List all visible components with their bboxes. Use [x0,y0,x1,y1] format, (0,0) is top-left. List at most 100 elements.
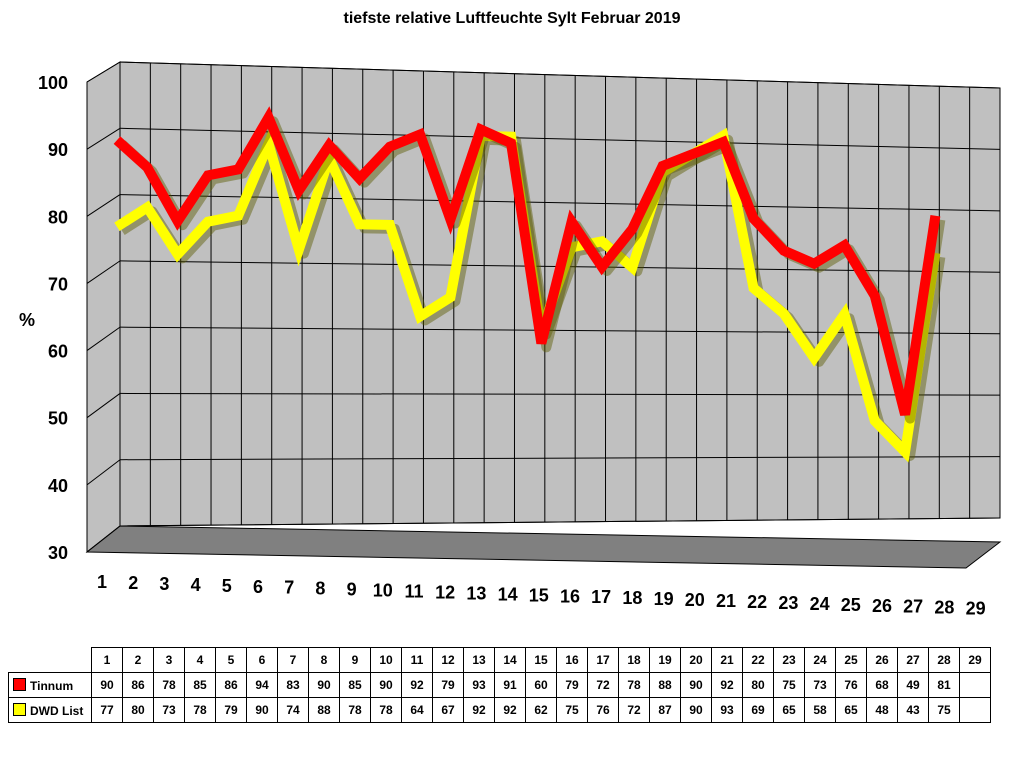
table-cell: 92 [711,672,743,698]
table-cell: 76 [835,672,867,698]
table-cell: 90 [680,672,712,698]
x-tick-label: 19 [654,589,674,609]
x-tick-label: 10 [373,581,393,601]
x-tick-label: 26 [872,596,892,616]
table-header-cell: 23 [773,647,805,673]
table-cell: 77 [91,697,123,723]
table-cell: 73 [804,672,836,698]
x-tick-label: 9 [347,580,357,600]
floor [85,525,1002,569]
gridline-side [86,61,121,83]
gridline-side [86,127,121,150]
table-cell: 90 [680,697,712,723]
table-cell: 90 [246,697,278,723]
gridline-horizontal [119,517,1001,527]
y-tick-labels: 30 40 50 60 70 80 90 100 [38,73,68,563]
table-row: Tinnum 90 86 78 85 86 94 83 90 85 90 92 79 93 91 60 79 72… [8,672,991,698]
x-tick-label: 23 [778,593,798,613]
table-header-cell: 10 [370,647,402,673]
x-tick-labels: 1 2 3 4 5 6 7 8 9 10 11 12 13 14 15 16 17 18 19 20 21 22 23 24 2… [97,572,986,619]
legend-label: Tinnum [30,678,74,693]
x-tick-label: 15 [529,585,549,605]
x-tick-label: 2 [128,573,138,593]
table-cell: 92 [463,697,495,723]
y-tick-label: 80 [48,207,68,227]
y-tick-label: 60 [48,342,68,362]
x-tick-label: 29 [966,599,986,619]
table-header-cell: 19 [649,647,681,673]
table-header-cell: 16 [556,647,588,673]
gridline-side [86,326,121,351]
gridline-side [86,459,121,486]
table-cell: 90 [91,672,123,698]
table-cell: 81 [928,672,960,698]
table-cell: 93 [463,672,495,698]
table-cell: 79 [556,672,588,698]
legend-swatch [13,702,26,716]
y-tick-label: 90 [48,140,68,160]
series-line-tinnum [113,106,941,416]
table-cell: 79 [215,697,247,723]
x-tick-label: 11 [404,582,423,602]
table-cell: 69 [742,697,774,723]
table-cell: 62 [525,697,557,723]
table-corner [8,647,92,673]
table-header-cell: 28 [928,647,960,673]
table-header-cell: 1 [91,647,123,673]
table-cell: 65 [835,697,867,723]
table-header-cell: 25 [835,647,867,673]
x-tick-label: 1 [97,572,107,592]
x-tick-label: 12 [435,582,455,602]
table-header-cell: 27 [897,647,929,673]
table-header-cell: 3 [153,647,185,673]
table-cell: 48 [866,697,898,723]
table-header-cell: 22 [742,647,774,673]
y-tick-label: 40 [48,476,68,496]
table-cell: 72 [618,697,650,723]
table-cell: 91 [494,672,526,698]
table-header-cell: 21 [711,647,743,673]
table-cell: 80 [742,672,774,698]
table-header-cell: 9 [339,647,371,673]
legend-entry: Tinnum [8,672,92,698]
series-lines [113,106,946,463]
table-header-cell: 20 [680,647,712,673]
gridline-horizontal [119,194,1001,212]
table-cell: 87 [649,697,681,723]
x-tick-label: 28 [934,598,954,618]
table-cell: 74 [277,697,309,723]
table-cell: 75 [928,697,960,723]
x-tick-label: 20 [685,590,705,610]
x-tick-label: 27 [903,597,923,617]
table-header-cell: 8 [308,647,340,673]
table-cell: 80 [122,697,154,723]
y-axis-label: % [19,310,35,330]
x-tick-label: 4 [191,575,201,595]
table-cell: 73 [153,697,185,723]
x-tick-label: 6 [253,577,263,597]
table-cell: 93 [711,697,743,723]
table-cell: 90 [370,672,402,698]
table-cell: 58 [804,697,836,723]
table-cell: 83 [277,672,309,698]
table-cell: 75 [773,672,805,698]
table-cell: 78 [184,697,216,723]
y-tick-label: 30 [48,543,68,563]
table-cell: 78 [618,672,650,698]
table-cell: 88 [649,672,681,698]
gridline-side [86,393,121,419]
table-header-row: 1 2 3 4 5 6 7 8 9 10 11 12 13 14 15 16 17 18 19 20 21 22 23 24 2… [8,647,991,673]
table-header-cell: 15 [525,647,557,673]
table-cell: 85 [184,672,216,698]
legend-label: DWD List [30,703,84,718]
table-header-cell: 13 [463,647,495,673]
gridline-horizontal [119,61,1001,89]
table-header-cell: 4 [184,647,216,673]
gridline-side [86,525,121,553]
table-cell: 85 [339,672,371,698]
table-header-cell: 14 [494,647,526,673]
table-cell: 79 [432,672,464,698]
y-tick-label: 100 [38,73,68,93]
table-cell: 65 [773,697,805,723]
